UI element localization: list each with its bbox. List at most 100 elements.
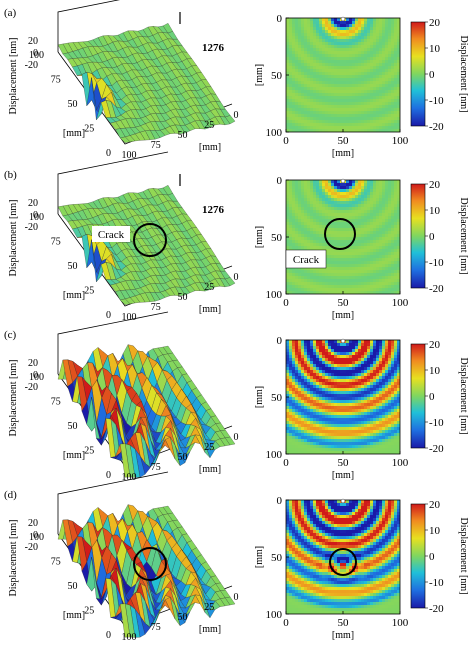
heatmap-cell xyxy=(370,51,374,55)
heatmap-cell xyxy=(307,400,311,404)
heatmap-cell xyxy=(331,201,335,205)
heatmap-cell xyxy=(304,18,308,22)
heatmap-cell xyxy=(289,270,293,274)
heatmap-cell xyxy=(325,57,329,61)
heatmap-cell xyxy=(358,96,362,100)
heatmap-cell xyxy=(289,42,293,46)
heatmap-cell xyxy=(295,126,299,130)
heatmap-cell xyxy=(334,117,338,121)
heatmap-cell xyxy=(340,373,344,377)
heatmap-cell xyxy=(313,397,317,401)
heatmap-cell xyxy=(340,114,344,118)
heatmap-cell xyxy=(391,36,395,40)
heatmap-cell xyxy=(328,237,332,241)
heatmap-cell xyxy=(373,201,377,205)
heatmap-cell xyxy=(394,349,398,353)
heatmap-cell xyxy=(352,391,356,395)
heatmap-cell xyxy=(313,30,317,34)
crack-circle xyxy=(133,223,167,257)
heatmap-cell xyxy=(289,126,293,130)
heatmap-cell xyxy=(385,249,389,253)
heatmap-cell xyxy=(328,273,332,277)
heatmap-cell xyxy=(358,189,362,193)
heatmap-cell xyxy=(361,207,365,211)
heatmap-cell xyxy=(370,243,374,247)
heatmap-cell xyxy=(331,364,335,368)
heatmap-cell xyxy=(295,75,299,79)
heatmap-cell xyxy=(307,189,311,193)
heatmap-cell xyxy=(346,343,350,347)
heatmap-cell xyxy=(370,69,374,73)
heatmap-cell xyxy=(340,45,344,49)
heatmap-cell xyxy=(307,18,311,22)
heatmap-cell xyxy=(343,258,347,262)
y-tick-label: 100 xyxy=(29,372,44,383)
heatmap-cell xyxy=(292,412,296,416)
heatmap-cell xyxy=(301,111,305,115)
heatmap-cell xyxy=(361,279,365,283)
heatmap-cell xyxy=(289,391,293,395)
heatmap-cell xyxy=(358,409,362,413)
heatmap-cell xyxy=(331,84,335,88)
heatmap-cell xyxy=(298,192,302,196)
heatmap-cell xyxy=(394,45,398,49)
heatmap-cell xyxy=(301,75,305,79)
heatmap-cell xyxy=(313,403,317,407)
heatmap-cell xyxy=(334,240,338,244)
heatmap-cell xyxy=(388,39,392,43)
heatmap-cell xyxy=(364,231,368,235)
heatmap-cell xyxy=(328,288,332,292)
heatmap-cell xyxy=(304,54,308,58)
heatmap-cell xyxy=(388,418,392,422)
heatmap-cell xyxy=(388,78,392,82)
heatmap-cell xyxy=(343,379,347,383)
heatmap-cell xyxy=(376,237,380,241)
heatmap-cell xyxy=(358,219,362,223)
heatmap-cell xyxy=(343,403,347,407)
heatmap-cell xyxy=(292,27,296,31)
heatmap-cell xyxy=(295,285,299,289)
heatmap-cell xyxy=(295,234,299,238)
heatmap-cell xyxy=(361,87,365,91)
heatmap-cell xyxy=(346,93,350,97)
heatmap-cell xyxy=(307,84,311,88)
heatmap-cell xyxy=(328,346,332,350)
heatmap-cell xyxy=(355,198,359,202)
heatmap-cell xyxy=(370,240,374,244)
heatmap-cell xyxy=(292,84,296,88)
heatmap-cell xyxy=(379,33,383,37)
heatmap-cell xyxy=(361,117,365,121)
heatmap-cell xyxy=(388,228,392,232)
heatmap-cell xyxy=(385,415,389,419)
heatmap-cell xyxy=(334,400,338,404)
heatmap-cell xyxy=(385,198,389,202)
heatmap-cell xyxy=(391,219,395,223)
heatmap-cell xyxy=(382,355,386,359)
heatmap-cell xyxy=(331,373,335,377)
heatmap-cell xyxy=(376,198,380,202)
heatmap-cell xyxy=(328,126,332,130)
heatmap-cell xyxy=(382,406,386,410)
heatmap-cell xyxy=(301,96,305,100)
heatmap-cell xyxy=(355,216,359,220)
heatmap-cell xyxy=(286,204,290,208)
heatmap-cell xyxy=(349,99,353,103)
heatmap-cell xyxy=(394,192,398,196)
heatmap-cell xyxy=(346,243,350,247)
heatmap-cell xyxy=(328,180,332,184)
heatmap-cell xyxy=(397,183,400,187)
heatmap-cell xyxy=(352,264,356,268)
heatmap-cell xyxy=(313,108,317,112)
heatmap-cell xyxy=(343,27,347,31)
heatmap-cell xyxy=(304,279,308,283)
heatmap-cell xyxy=(361,255,365,259)
heatmap-cell xyxy=(364,126,368,130)
heatmap-cell xyxy=(310,270,314,274)
heatmap-cell xyxy=(391,129,395,132)
heatmap-cell xyxy=(346,273,350,277)
heatmap-cell xyxy=(352,252,356,256)
heatmap-cell xyxy=(316,201,320,205)
heatmap-cell xyxy=(355,367,359,371)
heatmap-cell xyxy=(286,403,290,407)
